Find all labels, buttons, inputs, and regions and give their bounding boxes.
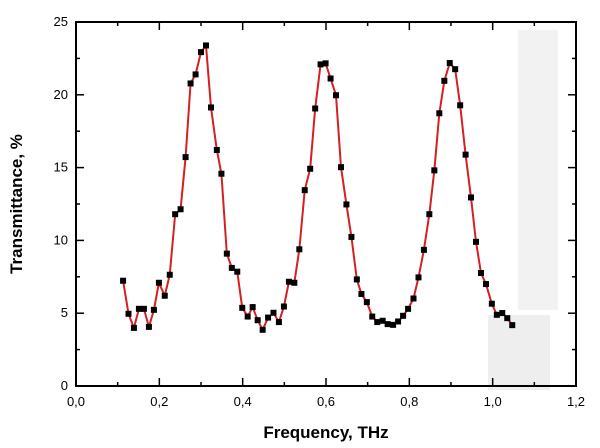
y-tick-label: 10 [54, 232, 68, 247]
data-point [374, 319, 381, 326]
tydex-logo-lettering-icon [518, 30, 558, 310]
x-tick-label: 0,8 [400, 394, 418, 409]
data-point [285, 278, 292, 285]
series-line [122, 42, 514, 333]
data-point [177, 206, 184, 213]
data-point [379, 317, 386, 324]
x-axis: 0,0 0,2 0,4 0,6 0,8 1,0 1,2 [67, 22, 585, 409]
x-tick-label: 0,2 [150, 394, 168, 409]
x-tick-label: 1,2 [567, 394, 585, 409]
data-point [405, 305, 412, 312]
x-tick-label: 0,4 [234, 394, 252, 409]
data-point [182, 154, 189, 161]
data-point [322, 60, 329, 67]
data-point [228, 264, 235, 271]
data-point [275, 319, 282, 326]
data-point [198, 49, 204, 56]
data-point [223, 250, 230, 257]
data-point [187, 80, 194, 87]
data-point [218, 170, 225, 177]
data-point [265, 314, 272, 321]
data-point [353, 276, 360, 283]
data-point [291, 279, 298, 286]
data-point [317, 61, 324, 68]
data-point [431, 167, 438, 174]
data-point [125, 310, 132, 317]
x-tick-label: 0,6 [317, 394, 335, 409]
data-point [172, 211, 179, 218]
data-point [400, 312, 407, 319]
data-point [390, 321, 397, 328]
data-point [135, 305, 142, 312]
data-point [338, 164, 344, 171]
data-point [446, 60, 453, 67]
series-markers [120, 42, 516, 333]
data-point [436, 110, 443, 117]
data-point [395, 318, 402, 325]
data-point [483, 281, 489, 288]
data-point [270, 309, 277, 316]
y-axis: 0 5 10 15 20 25 [54, 14, 576, 393]
data-point [468, 194, 474, 201]
data-point [462, 151, 469, 158]
data-point [203, 42, 209, 49]
data-point [254, 317, 261, 324]
data-point [384, 321, 391, 328]
data-point [410, 295, 417, 302]
data-point [280, 303, 287, 310]
data-point [499, 310, 506, 317]
data-point [150, 306, 157, 313]
y-tick-label: 15 [54, 160, 68, 175]
data-point [509, 322, 516, 329]
data-point [493, 311, 500, 318]
data-point [363, 299, 370, 306]
data-point [333, 92, 339, 99]
data-point [441, 77, 448, 84]
data-point [192, 71, 199, 78]
y-axis-title: Transmittance, % [7, 134, 26, 274]
logo-emblem-icon [488, 315, 550, 390]
x-axis-title: Frequency, THz [263, 423, 388, 442]
data-point [473, 238, 479, 245]
data-point [343, 201, 350, 208]
data-point [415, 274, 422, 281]
y-tick-label: 25 [54, 14, 68, 29]
data-point [130, 324, 137, 331]
data-point [234, 268, 241, 275]
data-point [213, 146, 220, 153]
data-point [161, 292, 168, 299]
data-point [307, 165, 314, 172]
y-tick-label: 5 [61, 305, 68, 320]
data-point [259, 326, 266, 333]
data-point [452, 66, 459, 73]
tydex-logo-watermark [488, 30, 558, 390]
data-point [312, 105, 319, 112]
data-point [478, 270, 484, 277]
data-point [140, 305, 147, 312]
data-point [244, 313, 251, 320]
y-tick-label: 0 [61, 378, 68, 393]
data-point [348, 233, 355, 240]
data-point [301, 187, 308, 194]
data-point [504, 315, 511, 322]
data-point [426, 211, 433, 218]
x-tick-label: 1,0 [484, 394, 502, 409]
data-point [208, 104, 214, 111]
y-tick-label: 20 [54, 87, 68, 102]
data-point [166, 271, 173, 278]
data-point [358, 290, 365, 297]
data-point [420, 246, 427, 253]
data-point [145, 323, 152, 330]
data-point [327, 75, 334, 82]
data-point [488, 300, 495, 307]
data-point [155, 279, 162, 286]
x-tick-label: 0,0 [67, 394, 85, 409]
data-point [239, 304, 246, 311]
data-point [249, 304, 256, 311]
data-point [457, 102, 464, 109]
data-point [296, 246, 303, 253]
data-point [369, 313, 376, 320]
data-point [120, 277, 127, 284]
